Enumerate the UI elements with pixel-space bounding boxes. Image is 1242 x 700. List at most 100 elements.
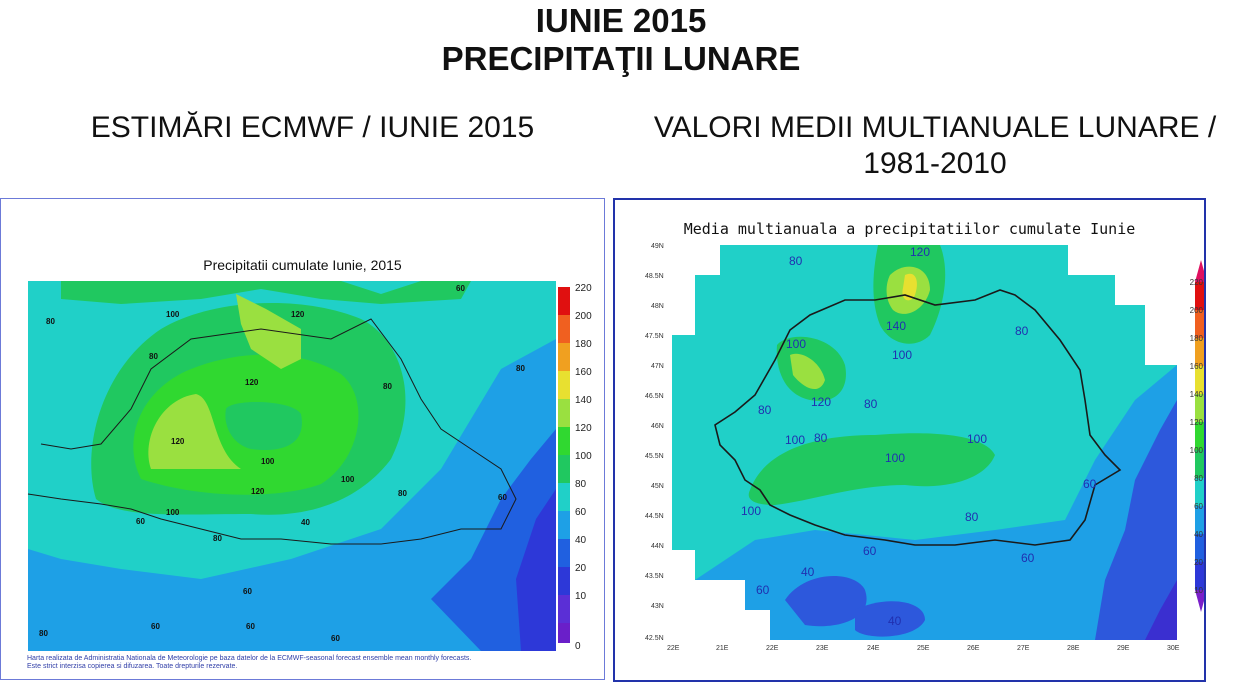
right-contour-label: 60 (1021, 551, 1035, 565)
lat-label: 46.5N (645, 393, 664, 400)
right-cb-label: 200 (1189, 306, 1203, 315)
right-cb-label: 10 (1194, 586, 1203, 595)
lon-label: 24E (867, 645, 880, 652)
right-cb-label: 160 (1189, 362, 1203, 371)
left-contour-label: 100 (166, 310, 180, 319)
left-contour-label: 120 (291, 310, 305, 319)
right-contour-label: 140 (886, 319, 906, 333)
right-contour-label: 100 (786, 337, 806, 351)
left-contour-label: 60 (456, 284, 465, 293)
right-country-border (714, 289, 1122, 546)
left-cb-label: 100 (575, 451, 592, 462)
right-contour-label: 80 (864, 397, 878, 411)
right-contour-label: 100 (892, 348, 912, 362)
left-country-border (27, 318, 517, 545)
right-contour-labels: 120 80 140 100 100 80 80 120 80 100 80 1… (741, 245, 1097, 628)
left-map-footnote: Harta realizata de Administratia Nationa… (27, 655, 587, 671)
right-contour-label: 100 (967, 432, 987, 446)
right-contour-label: 100 (885, 451, 905, 465)
right-cb-label: 80 (1194, 474, 1203, 483)
left-cb-label: 10 (575, 591, 587, 602)
left-contour-label: 80 (46, 317, 55, 326)
left-contour-label: 60 (246, 622, 255, 631)
left-cb-label: 200 (575, 311, 592, 322)
right-contour-label: 100 (741, 504, 761, 518)
left-region-60 (28, 339, 556, 651)
lat-label: 44N (651, 543, 664, 550)
left-colorbar (558, 287, 570, 643)
right-map-title: Media multianuala a precipitatiilor cumu… (683, 220, 1136, 238)
page-title: IUNIE 2015 PRECIPITAŢII LUNARE (0, 2, 1242, 78)
right-cb-label: 180 (1189, 334, 1203, 343)
lon-label: 25E (917, 645, 930, 652)
left-region-140-b (236, 294, 301, 369)
left-cb-label: 180 (575, 339, 592, 350)
right-nodata-nw (672, 245, 720, 335)
left-region-100-north (61, 281, 471, 304)
lat-label: 47.5N (645, 333, 664, 340)
right-lon-labels: 22E 21E 22E 23E 24E 25E 26E 27E 28E 29E … (667, 645, 1180, 652)
left-contour-label: 120 (171, 437, 185, 446)
right-region-40-b (855, 601, 925, 637)
left-contour-label: 60 (498, 493, 507, 502)
lat-label: 48N (651, 303, 664, 310)
left-cb-label: 60 (575, 507, 587, 518)
footnote-line-1: Harta realizata de Administratia Nationa… (27, 655, 472, 662)
lat-label: 47N (651, 363, 664, 370)
left-map-panel: Precipitatii cumulate Iunie, 2015 (0, 198, 605, 680)
lon-label: 28E (1067, 645, 1080, 652)
right-colorbar-ticks: 220 200 180 160 140 120 100 80 60 40 20 … (1175, 278, 1203, 614)
right-contour-label: 120 (910, 245, 930, 259)
right-region-40-e (1095, 400, 1177, 640)
title-line-1: IUNIE 2015 (535, 2, 707, 39)
left-contour-label: 60 (136, 517, 145, 526)
right-contour-label: 80 (814, 431, 828, 445)
left-cb-label: 40 (575, 535, 587, 546)
right-cb-label: 40 (1194, 530, 1203, 539)
right-cb-label: 100 (1189, 446, 1203, 455)
right-map-svg: 220 49N 48.5N 48N 47.5N 47N 46.5N 46N 45… (645, 243, 1204, 652)
left-cb-label: 20 (575, 563, 587, 574)
right-heading: VALORI MEDII MULTIANUALE LUNARE / 1981-2… (653, 111, 1217, 180)
title-line-2: PRECIPITAŢII LUNARE (441, 40, 801, 77)
left-region-140-a (148, 394, 241, 469)
right-map-panel: Media multianuala a precipitatiilor cumu… (613, 198, 1206, 682)
left-region-20 (516, 489, 556, 651)
left-contour-label: 40 (301, 518, 310, 527)
footnote-line-2: Este strict interzisa copierea si difuza… (27, 663, 238, 670)
left-cb-label: 80 (575, 479, 587, 490)
right-cb-label: 20 (1194, 558, 1203, 567)
left-cb-label: 0 (575, 641, 581, 652)
lon-label: 27E (1017, 645, 1030, 652)
right-region-100-a (748, 433, 995, 505)
left-contour-label: 100 (261, 457, 275, 466)
lat-label: 45N (651, 483, 664, 490)
left-contour-label: 120 (251, 487, 265, 496)
lon-label: 21E (716, 645, 729, 652)
left-contour-label: 80 (398, 489, 407, 498)
left-contour-label: 80 (149, 352, 158, 361)
lat-label: 42.5N (645, 635, 664, 642)
right-region-140-a (790, 353, 825, 390)
left-map-svg: 220 200 180 160 140 120 100 80 60 40 20 … (27, 281, 592, 652)
lat-label: 44.5N (645, 513, 664, 520)
lon-label: 22E (766, 645, 779, 652)
right-contour-label: 80 (789, 254, 803, 268)
left-contour-label: 80 (39, 629, 48, 638)
right-contour-label: 60 (1083, 477, 1097, 491)
lat-label: 43.5N (645, 573, 664, 580)
lon-label: 29E (1117, 645, 1130, 652)
right-contour-label: 40 (888, 614, 902, 628)
right-contour-label: 80 (758, 403, 772, 417)
right-contour-label: 120 (811, 395, 831, 409)
left-contour-label: 60 (331, 634, 340, 643)
left-heading: ESTIMĂRI ECMWF / IUNIE 2015 (90, 111, 535, 144)
left-contour-label: 120 (245, 378, 259, 387)
right-contour-label: 80 (965, 510, 979, 524)
right-contour-label: 60 (863, 544, 877, 558)
right-cb-label: 60 (1194, 502, 1203, 511)
left-cb-label: 220 (575, 283, 592, 294)
right-contour-label: 80 (1015, 324, 1029, 338)
right-nodata-ne (1068, 245, 1177, 365)
lat-label: 43N (651, 603, 664, 610)
